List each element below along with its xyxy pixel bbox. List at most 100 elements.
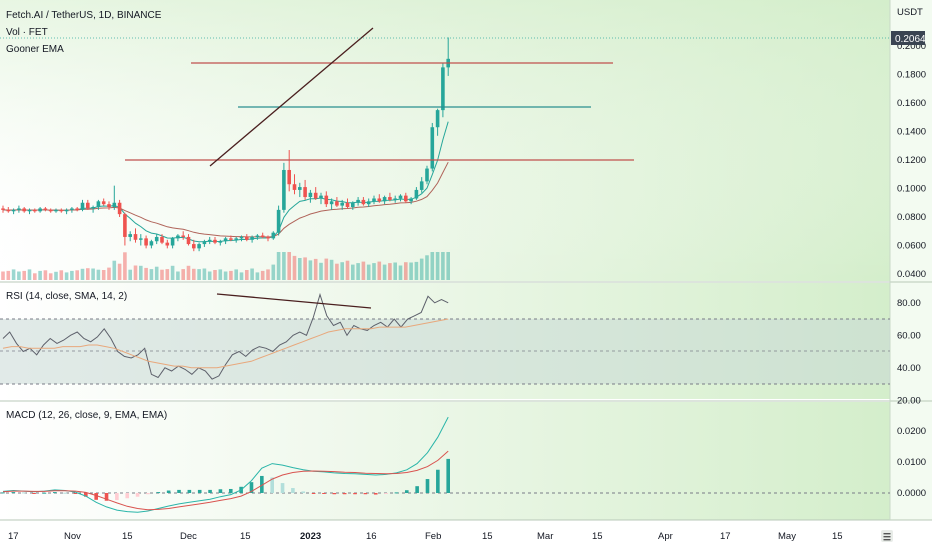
rsi-trend-line[interactable] <box>216 293 372 309</box>
trend-line-up[interactable] <box>209 27 374 167</box>
volume-bar <box>38 270 42 280</box>
candle-body <box>245 236 249 240</box>
candle <box>223 236 228 245</box>
macd-histogram-bar <box>94 493 98 500</box>
macd-histogram-bar <box>177 489 181 493</box>
volume-bar <box>303 257 307 280</box>
volume-bar <box>144 267 148 280</box>
volume-bar <box>335 263 339 280</box>
candle <box>149 239 154 249</box>
candle <box>160 234 164 245</box>
volume-bar <box>245 270 249 280</box>
candle-body <box>202 241 207 245</box>
candle-body <box>197 244 201 249</box>
macd-histogram-bar <box>63 492 67 494</box>
macd-histogram-bar <box>342 493 347 495</box>
macd-histogram-bar <box>197 489 202 493</box>
price-tick-label: 0.0800 <box>897 212 926 223</box>
volume-bar <box>239 272 244 280</box>
volume-bar <box>229 270 233 280</box>
candle <box>154 234 159 245</box>
volume-bar <box>345 260 350 280</box>
price-tick-label: 0.0600 <box>897 241 926 252</box>
candle-body <box>319 195 323 199</box>
macd-histogram-bar <box>11 492 16 494</box>
candle <box>292 174 297 195</box>
candle-body <box>213 239 217 243</box>
candle <box>54 208 58 213</box>
time-tick-label: 16 <box>366 531 377 542</box>
signal-line <box>2 450 449 511</box>
candle <box>404 192 408 203</box>
candle-body <box>372 198 376 202</box>
volume-bar <box>419 258 424 280</box>
candle-body <box>292 184 297 190</box>
axis-settings-icon[interactable] <box>881 530 893 542</box>
volume-bar <box>366 264 371 280</box>
volume-bar <box>86 268 90 280</box>
price-axis-ticks: 0.2000 0.1800 0.1600 0.1400 0.1200 0.1000 0.08… <box>897 41 926 280</box>
price-tick-label: 0.1400 <box>897 127 926 138</box>
volume-bar <box>340 262 344 280</box>
candle-body <box>276 209 281 233</box>
macd-histogram-bar <box>425 479 430 493</box>
volume-bar <box>414 261 419 280</box>
candle <box>260 232 265 239</box>
volume-bar <box>213 270 217 280</box>
candle <box>382 195 387 205</box>
candle-body <box>107 204 111 208</box>
volume-bar <box>1 271 5 280</box>
candle-body <box>282 169 286 210</box>
candle <box>107 201 111 210</box>
volume-bar <box>70 270 74 280</box>
symbol-title[interactable]: Fetch.AI / TetherUS, 1D, BINANCE <box>6 10 162 21</box>
volume-label[interactable]: Vol · FET <box>6 27 48 38</box>
ema-label[interactable]: Gooner EMA <box>6 44 64 55</box>
candle-body <box>22 208 26 212</box>
volume-bar <box>27 269 32 280</box>
last-price-text: 0.2064 <box>895 34 926 45</box>
candle-body <box>223 238 228 242</box>
candle-body <box>271 232 276 239</box>
candle <box>287 150 291 192</box>
candle-body <box>361 199 366 205</box>
candle <box>255 234 260 240</box>
candle <box>361 197 366 206</box>
candle <box>218 239 223 246</box>
candle <box>245 234 249 242</box>
price-tick-label: 0.1600 <box>897 98 926 109</box>
candle <box>229 235 233 242</box>
volume-bar <box>75 270 79 280</box>
candle <box>181 231 185 240</box>
candle <box>75 207 79 212</box>
candle <box>43 207 48 212</box>
candle <box>377 194 382 203</box>
volume-bar <box>287 252 291 280</box>
candle-body <box>64 209 69 212</box>
candle <box>6 207 11 213</box>
macd-label[interactable]: MACD (12, 26, close, 9, EMA, EMA) <box>6 410 167 421</box>
volume-bar <box>398 265 403 280</box>
macd-histogram-bar <box>301 491 306 493</box>
candlesticks[interactable] <box>1 37 450 252</box>
macd-histogram-bar <box>291 488 295 493</box>
volume-bar <box>361 261 366 280</box>
volume-bar <box>123 252 127 280</box>
volume-bar <box>43 270 48 280</box>
candle <box>17 205 21 213</box>
rsi-label[interactable]: RSI (14, close, SMA, 14, 2) <box>6 291 127 302</box>
macd-histogram-bar <box>84 493 88 497</box>
price-axis-bg <box>890 0 932 520</box>
macd-pane-bg <box>0 402 890 520</box>
volume-bar <box>271 264 276 280</box>
candle-body <box>255 235 260 237</box>
volume-bar <box>117 263 122 280</box>
macd-axis-ticks: 0.0200 0.0100 0.0000 <box>897 426 926 499</box>
macd-histogram-bar <box>384 493 388 494</box>
candle <box>372 195 376 205</box>
candle <box>170 236 175 249</box>
volume-bar <box>276 252 281 280</box>
candle-body <box>1 208 5 210</box>
volume-bar <box>112 260 117 280</box>
